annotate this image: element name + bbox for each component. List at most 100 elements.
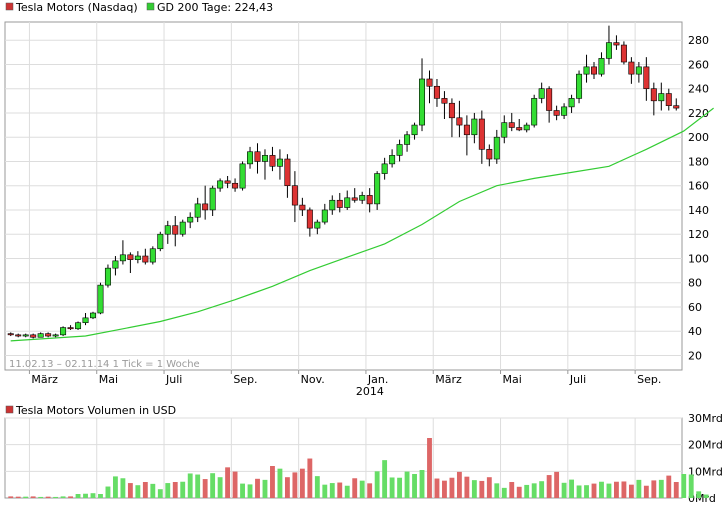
volume-bar: [270, 466, 275, 498]
candle-body: [426, 78, 433, 87]
candle-body: [576, 73, 583, 99]
x-tick-label: Mai: [99, 373, 118, 386]
candle-body: [82, 317, 89, 324]
y-tick-label: 0Mrd: [688, 492, 716, 505]
candle: [351, 188, 358, 203]
candle: [389, 149, 396, 168]
candle-body: [149, 248, 156, 263]
candle: [426, 70, 433, 104]
candle: [658, 82, 665, 111]
volume-bar: [419, 470, 425, 498]
volume-bar: [344, 485, 350, 498]
x-tick-label: Sep.: [637, 373, 661, 386]
candle: [665, 88, 672, 111]
candle: [112, 256, 119, 276]
volume-bar: [142, 482, 148, 498]
candle-body: [112, 260, 119, 269]
candle-body: [643, 66, 650, 89]
candle: [67, 325, 74, 330]
candle-body: [75, 322, 82, 330]
volume-bar: [397, 477, 403, 498]
volume-bar: [247, 484, 253, 498]
volume-bar: [68, 496, 73, 498]
volume-bar: [531, 483, 537, 498]
volume-bar: [389, 477, 395, 498]
candle: [613, 35, 620, 50]
candle-body: [419, 78, 426, 126]
volume-bar: [255, 478, 260, 498]
volume-bar: [546, 475, 552, 498]
candle: [598, 52, 605, 77]
candle: [538, 82, 545, 104]
volume-bar: [367, 483, 373, 498]
candle-body: [351, 197, 358, 201]
volume-bar: [464, 476, 470, 498]
candle-body: [583, 66, 590, 75]
candle-body: [90, 312, 96, 319]
candle: [441, 91, 448, 120]
volume-bar: [636, 479, 642, 498]
volume-bar: [651, 480, 657, 498]
candle: [329, 195, 336, 215]
candle: [650, 82, 657, 116]
volume-bar: [299, 468, 305, 498]
candle: [261, 149, 268, 180]
candle: [217, 178, 224, 192]
volume-bar: [621, 481, 627, 498]
x-tick-label: März: [31, 373, 58, 386]
volume-bar: [195, 474, 201, 498]
y-tick-label: 180: [688, 155, 709, 168]
candle: [37, 332, 44, 338]
volume-bar: [53, 496, 59, 498]
candle-body: [321, 209, 328, 223]
candle-body: [194, 203, 201, 218]
candle-body: [471, 118, 478, 136]
candle-body: [179, 221, 186, 235]
volume-bar: [120, 478, 126, 498]
candle: [306, 207, 313, 237]
candle-body: [404, 134, 411, 145]
volume-bar: [606, 483, 612, 498]
volume-bar: [157, 489, 163, 498]
x-tick-label: Nov.: [301, 373, 325, 386]
candle: [254, 143, 261, 174]
candle: [673, 98, 680, 111]
candle-body: [501, 122, 508, 138]
candle-body: [441, 98, 448, 104]
volume-bar: [486, 477, 492, 498]
volume-bar: [599, 481, 604, 498]
candle: [314, 219, 321, 235]
volume-bar: [374, 471, 380, 498]
volume-bar: [666, 475, 672, 498]
volume-bar: [217, 477, 223, 498]
candle: [643, 57, 650, 101]
candle: [583, 54, 590, 83]
volume-bar: [314, 476, 320, 498]
y-tick-label: 100: [688, 252, 709, 265]
volume-bar: [352, 478, 358, 498]
ma200-line: [10, 107, 714, 342]
candle: [374, 171, 381, 210]
candle: [142, 248, 149, 265]
price-legend: Tesla Motors (Nasdaq) GD 200 Tage: 224,43: [5, 1, 273, 14]
candle: [164, 220, 171, 244]
candle: [157, 231, 164, 252]
y-tick-label: 10Mrd: [688, 465, 723, 478]
candle: [448, 98, 455, 138]
candle: [381, 157, 388, 180]
y-tick-label: 140: [688, 204, 709, 217]
candle-body: [336, 199, 343, 208]
candle: [90, 311, 96, 320]
volume-bar: [127, 483, 133, 498]
candle-body: [299, 204, 306, 211]
candle: [404, 131, 411, 152]
candle-body: [546, 88, 553, 111]
y-tick-label: 280: [688, 34, 709, 47]
candle: [419, 58, 426, 132]
y-tick-label: 20Mrd: [688, 439, 723, 452]
candle: [516, 119, 523, 132]
volume-bar: [614, 481, 619, 498]
y-tick-label: 160: [688, 180, 709, 193]
candle-body: [523, 124, 530, 131]
candle: [15, 333, 22, 338]
